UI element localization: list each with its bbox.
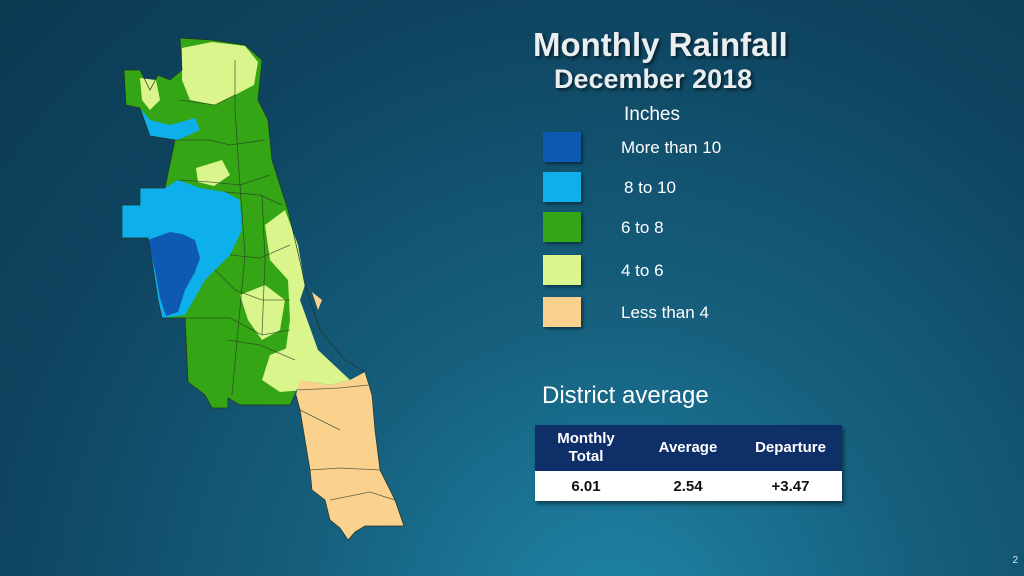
region-8-to-10-north [140, 108, 200, 140]
table-row: 6.01 2.54 +3.47 [535, 471, 842, 501]
region-more-than-10 [148, 232, 200, 316]
column-header-departure: Departure [755, 439, 826, 456]
chart-subtitle: December 2018 [554, 64, 753, 94]
legend-label: 4 to 6 [621, 261, 664, 280]
region-less-than-4 [296, 372, 404, 540]
page-number: 2 [1012, 555, 1018, 566]
legend-swatch [543, 212, 581, 242]
legend-heading: Inches [624, 104, 680, 125]
district-average-heading: District average [542, 382, 709, 409]
monthly-total-value: 6.01 [571, 477, 601, 495]
column-header-monthly-total: Monthly Total [557, 430, 615, 465]
legend-label: Less than 4 [621, 303, 709, 322]
region-less-than-4-coast [312, 292, 322, 310]
legend-label: 8 to 10 [624, 178, 676, 197]
chart-title: Monthly Rainfall [533, 26, 788, 63]
region-4-to-6-coast [265, 210, 350, 385]
region-4-to-6-mid [196, 160, 230, 186]
legend-swatch [543, 132, 581, 162]
legend-label: 6 to 8 [621, 218, 664, 237]
departure-value: +3.47 [771, 477, 810, 495]
legend-label: More than 10 [621, 138, 722, 157]
district-outline [121, 37, 405, 541]
district-average-table: Monthly Total Average Departure 6.01 2.5… [535, 425, 842, 501]
region-4-to-6-north [182, 42, 258, 105]
legend-swatch [543, 172, 581, 202]
legend-swatch [543, 297, 581, 327]
rainfall-map [121, 37, 405, 541]
table-header-row: Monthly Total Average Departure [535, 425, 842, 471]
column-header-average: Average [658, 439, 718, 456]
legend-swatch [543, 255, 581, 285]
region-4-to-6-south [262, 345, 320, 392]
region-4-to-6-northwest [140, 78, 160, 110]
county-boundaries [175, 60, 396, 501]
average-value: 2.54 [673, 477, 703, 495]
